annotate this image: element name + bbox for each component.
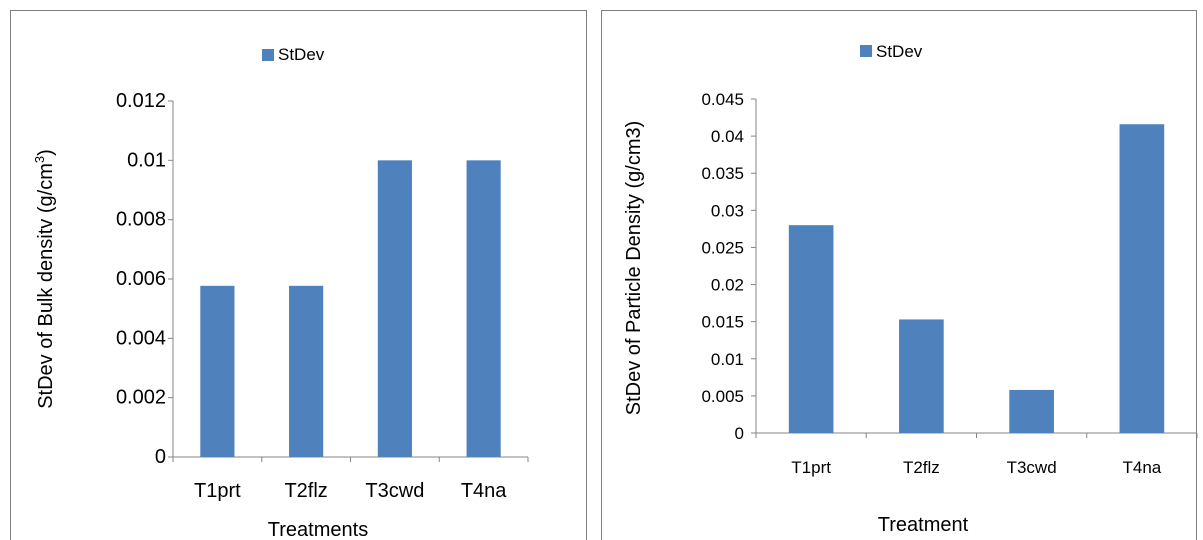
chart1-bars <box>200 160 501 458</box>
chart1-legend-swatch <box>262 49 274 61</box>
chart2-bar-t3cwd <box>1009 389 1054 433</box>
chart2-y-tick-label: 0.03 <box>711 201 744 220</box>
chart1-y-tick-label: 0.01 <box>127 149 166 171</box>
chart1-bar-t4na <box>466 160 501 458</box>
chart2-bar-t2flz <box>899 319 944 433</box>
chart2-y-tick-label: 0.02 <box>711 276 744 295</box>
chart1-y-tick-label: 0.012 <box>116 90 166 112</box>
chart2-bar-t4na <box>1119 124 1165 433</box>
chart2-bar-t1prt <box>788 225 834 433</box>
chart2-y-tick-label: 0.005 <box>701 387 744 406</box>
chart1-x-axis-title: Treatments <box>268 519 368 540</box>
chart2-y-tick-label: 0.045 <box>701 90 744 109</box>
chart1-y-ticks: 0 0.002 0.004 0.006 0.008 0.01 0.012 <box>116 90 173 468</box>
chart1-bar-t3cwd <box>377 160 412 458</box>
chart1-y-tick-label: 0 <box>155 446 166 468</box>
chart1-bar-t1prt <box>200 285 235 457</box>
chart1-legend-label: StDev <box>278 45 325 64</box>
chart1-y-axis-title-suffix: ) <box>35 149 57 156</box>
chart2-x-tick-label: T3cwd <box>1007 458 1057 477</box>
chart2-y-tick-label: 0 <box>735 424 744 443</box>
chart2-x-tick-label: T1prt <box>791 458 831 477</box>
chart2-bars <box>788 124 1165 433</box>
chart1-x-tick-label: T2flz <box>284 480 327 502</box>
chart2-y-tick-label: 0.01 <box>711 350 744 369</box>
chart1-frame <box>10 10 587 540</box>
chart2-y-tick-label: 0.025 <box>701 238 744 257</box>
chart1-bar-t2flz <box>289 285 324 457</box>
chart2-y-tick-label: 0.015 <box>701 313 744 332</box>
chart1-x-ticks: T1prt T2flz T3cwd T4na <box>172 457 529 502</box>
chart1-x-tick-label: T4na <box>461 480 507 502</box>
chart1-y-tick-label: 0.004 <box>116 327 166 349</box>
chart1-y-tick-label: 0.008 <box>116 209 166 231</box>
chart2-legend-swatch <box>860 45 872 57</box>
chart2-y-ticks: 0 0.005 0.01 0.015 0.02 0.025 0.03 0.035 0.04 0.0… <box>701 90 756 443</box>
chart2-x-axis-title: Treatment <box>878 514 969 536</box>
chart1-y-tick-label: 0.006 <box>116 268 166 290</box>
chart2-x-ticks: T1prt T2flz T3cwd T4na <box>755 433 1198 477</box>
chart2-legend-label: StDev <box>876 42 923 61</box>
chart2-y-axis-title: StDev of Particle Density (g/cm3) <box>623 121 645 416</box>
chart2-frame <box>601 10 1197 540</box>
chart1-x-tick-label: T3cwd <box>365 480 424 502</box>
chart2-x-tick-label: T4na <box>1123 458 1162 477</box>
chart1-legend: StDev <box>262 45 325 64</box>
chart1-y-axis-title-main: StDev of Bulk densitv (g/cm <box>35 163 57 409</box>
chart1-y-axis-title-superscript: 3 <box>32 156 47 163</box>
chart2-y-tick-label: 0.04 <box>711 127 744 146</box>
chart2-x-tick-label: T2flz <box>903 458 940 477</box>
chart2-legend: StDev <box>860 42 923 61</box>
chart2-y-tick-label: 0.035 <box>701 164 744 183</box>
chart1-y-axis-title: StDev of Bulk densitv (g/cm3) <box>32 149 57 409</box>
chart1-y-tick-label: 0.002 <box>116 387 166 409</box>
chart1-x-tick-label: T1prt <box>194 480 241 502</box>
